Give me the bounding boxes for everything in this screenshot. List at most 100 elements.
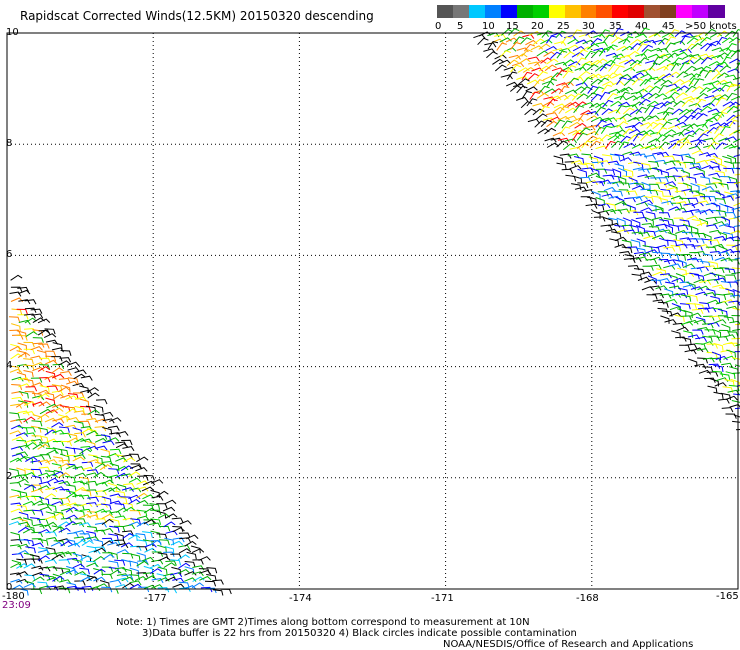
wind-barb (686, 257, 700, 263)
wind-barb (722, 299, 735, 305)
wind-barb (158, 525, 171, 532)
wind-barb (615, 105, 627, 114)
wind-barb (597, 77, 610, 85)
wind-barb (675, 201, 688, 207)
wind-barb (590, 73, 603, 80)
wind-barb (87, 392, 100, 399)
wind-barb (626, 204, 636, 214)
wind-barb (666, 186, 679, 192)
wind-barb (37, 549, 51, 555)
wind-barb (31, 538, 44, 544)
wind-barb (557, 137, 570, 143)
wind-barb (732, 162, 740, 164)
wind-barb (676, 326, 689, 332)
wind-barb (652, 292, 664, 299)
wind-barb (163, 562, 176, 569)
wind-barb (23, 341, 35, 348)
wind-barb (46, 503, 57, 512)
x-tick-label: -180 (2, 591, 25, 602)
wind-barb (699, 87, 712, 95)
wind-barb (619, 113, 632, 120)
wind-barb (647, 189, 659, 196)
wind-barb (587, 85, 598, 94)
wind-barb (65, 551, 78, 558)
wind-barb (701, 186, 715, 191)
wind-barb (156, 510, 167, 519)
wind-barb (631, 121, 644, 129)
wind-barb (658, 237, 669, 246)
wind-barb (87, 496, 100, 502)
wind-barb (67, 367, 80, 372)
colorbar-label: 45 (662, 21, 675, 32)
wind-barb (30, 468, 43, 475)
wind-barb (565, 115, 578, 121)
wind-barb (540, 119, 553, 127)
wind-barb (45, 447, 57, 454)
wind-barb (206, 567, 218, 574)
wind-barb (123, 457, 136, 463)
wind-barb (643, 195, 654, 203)
wind-barb (594, 65, 607, 72)
wind-barb (661, 53, 674, 58)
wind-barb (108, 560, 119, 568)
wind-barb (31, 531, 43, 538)
wind-barb (184, 585, 197, 590)
wind-barb (72, 466, 85, 472)
wind-barb (711, 202, 721, 212)
wind-barb (536, 71, 548, 79)
wind-barb (59, 357, 72, 363)
wind-barb (101, 479, 114, 485)
wind-barb (728, 129, 740, 137)
wind-barb (622, 128, 634, 136)
wind-barb (150, 530, 161, 538)
wind-barb (705, 216, 718, 222)
wind-barb (86, 418, 99, 424)
wind-barb (39, 454, 52, 460)
wind-barb (16, 558, 27, 566)
wind-barb (708, 335, 720, 341)
wind-barb (708, 261, 719, 269)
wind-barb (498, 59, 512, 65)
wind-barb (657, 177, 669, 183)
wind-barb (11, 308, 23, 315)
wind-barb (644, 278, 657, 284)
wind-barb (122, 524, 136, 530)
wind-barb (666, 83, 679, 89)
wind-barb (630, 196, 643, 202)
wind-barb (144, 547, 157, 553)
wind-barb (644, 230, 656, 237)
wind-barb (80, 445, 93, 452)
wind-barb (710, 295, 721, 304)
wind-barb (527, 61, 541, 67)
wind-barb (611, 73, 625, 79)
wind-barb (539, 105, 550, 115)
wind-barb (707, 299, 720, 305)
wind-barb (660, 121, 672, 130)
wind-barb (701, 208, 714, 214)
wind-barb (549, 95, 562, 101)
wind-barb (611, 37, 624, 44)
wind-barb (517, 78, 530, 85)
wind-barb (567, 38, 580, 45)
wind-barb (128, 471, 141, 478)
wind-barb (58, 448, 69, 456)
wind-barb (599, 134, 612, 142)
wind-barb (510, 41, 522, 50)
wind-barb (733, 414, 740, 418)
wind-barb (675, 51, 689, 57)
wind-barb (46, 576, 59, 582)
wind-barb (682, 54, 696, 60)
wind-barb (712, 111, 725, 117)
wind-barb (701, 165, 714, 170)
wind-barb (80, 375, 93, 381)
wind-barb (696, 183, 707, 192)
wind-barb (516, 96, 529, 102)
wind-barb (603, 217, 613, 226)
wind-barb (591, 137, 604, 142)
wind-barb (79, 494, 91, 501)
wind-barb (72, 456, 85, 462)
wind-barb (581, 140, 593, 149)
wind-barb (149, 568, 163, 575)
wind-barb (102, 537, 114, 544)
wind-barb (715, 355, 728, 361)
